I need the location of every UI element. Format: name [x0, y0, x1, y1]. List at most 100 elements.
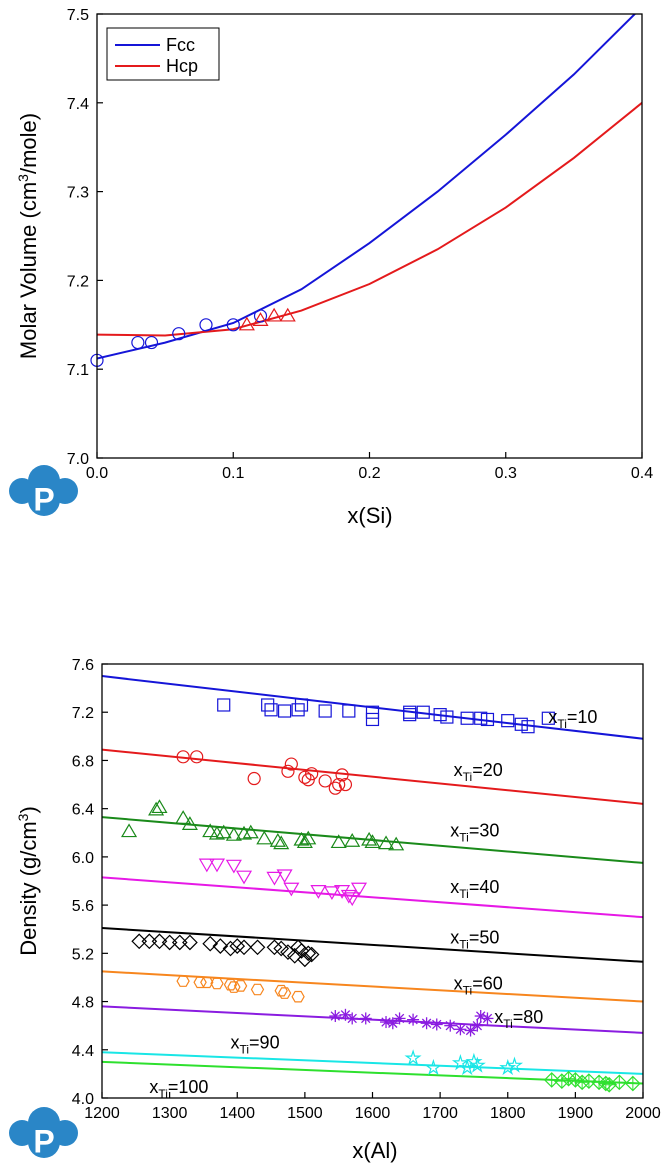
c2-point-ti60	[200, 976, 214, 989]
c1-points	[90, 307, 296, 367]
c2-point-ti100	[591, 1074, 607, 1091]
c2-point-ti40	[350, 882, 368, 897]
c2-point-ti30	[330, 834, 347, 849]
c2-y-tick-label: 6.4	[72, 802, 94, 819]
c2-series-label-ti90: xTi=90	[230, 1033, 279, 1057]
c2-point-ti20	[298, 770, 312, 784]
c2-point-ti40	[283, 882, 300, 897]
c2-fit-line-ti20	[101, 748, 644, 805]
c1-x-tick-label: 0.1	[222, 465, 244, 482]
c1-x-axis-label: x(Si)	[347, 503, 392, 528]
c2-x-tick-label: 1300	[152, 1105, 188, 1122]
c1-curve-hcp	[97, 102, 642, 337]
c2-series-label-ti80: xTi=80	[494, 1007, 543, 1031]
c2-point-ti20	[332, 777, 346, 792]
c2-point-ti10	[460, 711, 474, 725]
c2-series-label-ti10: xTi=10	[548, 707, 597, 731]
c2-point-ti40	[344, 892, 361, 907]
c2-point-ti30	[242, 824, 259, 839]
c2-point-ti60	[291, 990, 305, 1003]
c2-point-ti20	[284, 757, 298, 771]
c2-point-ti50	[202, 935, 219, 952]
c1-point-hcp	[238, 316, 255, 331]
c2-point-ti40	[235, 870, 253, 885]
c2-fit-line-ti40	[101, 876, 644, 919]
c2-point-ti30	[344, 833, 361, 847]
c2-point-ti30	[273, 835, 290, 850]
c2-point-ti30	[364, 834, 381, 849]
c2-point-ti10	[365, 712, 380, 727]
c2-x-ticks: 1200 1300 1400 1500 1600 1700 1800 1900 2000	[84, 1092, 661, 1122]
c2-point-ti100	[574, 1074, 590, 1091]
c2-point-ti40	[225, 859, 242, 874]
c2-y-tick-label: 4.8	[72, 995, 94, 1012]
c2-point-ti10	[217, 698, 231, 712]
c2-point-ti30	[215, 824, 232, 839]
c2-point-ti30	[300, 830, 317, 845]
c2-point-ti10	[514, 717, 528, 731]
c2-point-ti10	[403, 708, 417, 722]
c1-x-tick-label: 0.4	[631, 465, 653, 482]
c2-point-ti40	[323, 886, 340, 901]
c1-x-tick-label: 0.3	[495, 465, 517, 482]
c2-point-ti100	[611, 1074, 628, 1091]
c2-point-ti80	[386, 1017, 399, 1030]
c2-point-ti20	[281, 764, 295, 778]
c2-point-ti50	[297, 951, 313, 968]
c1-point-hcp	[266, 307, 283, 322]
c2-point-ti90	[506, 1056, 524, 1073]
c2-x-tick-label: 1500	[287, 1105, 323, 1122]
c2-point-ti100	[560, 1070, 577, 1087]
c2-point-ti20	[335, 768, 349, 782]
c2-series-labels: xTi=10 xTi=20 xTi=30 xTi=40 xTi=50 xTi=60 xTi=…	[149, 707, 597, 1101]
c1-y-tick-label: 7.5	[67, 7, 89, 24]
c2-point-ti30	[202, 823, 219, 838]
c2-point-ti50	[266, 939, 283, 956]
c2-point-ti50	[280, 944, 296, 960]
c2-point-ti50	[171, 934, 188, 951]
c1-y-tick-label: 7.0	[67, 451, 89, 468]
c2-point-ti40	[334, 885, 351, 899]
c1-point-fcc	[226, 318, 240, 332]
c1-legend: Fcc Hcp	[106, 27, 220, 81]
c2-y-tick-label: 4.0	[72, 1091, 94, 1108]
c2-point-ti80	[464, 1024, 477, 1037]
c2-point-ti50	[222, 940, 239, 957]
c1-y-axis-label: Molar Volume (cm3/mole)	[15, 113, 41, 359]
c2-point-ti80	[359, 1012, 372, 1025]
c2-point-ti30	[293, 831, 310, 846]
c2-point-ti20	[338, 777, 353, 792]
c2-logo-icon: P	[9, 1107, 78, 1159]
c2-y-tick-label: 6.8	[72, 753, 94, 770]
molar-volume-chart: 0.0 0.1 0.2 0.3 0.4 7.0 7.1 7.2 7.3 7.4 7.5 x(Si)…	[9, 7, 653, 528]
c2-point-ti80	[393, 1012, 406, 1025]
c2-point-ti30	[388, 836, 405, 851]
c2-series-label-ti20: xTi=20	[454, 760, 503, 784]
c2-point-ti40	[266, 871, 283, 886]
c2-point-ti50	[141, 933, 158, 950]
c2-point-ti30	[208, 825, 226, 840]
c1-legend-hcp-label: Hcp	[166, 56, 198, 76]
c1-y-tick-label: 7.3	[67, 185, 89, 202]
c2-x-tick-label: 1200	[84, 1105, 120, 1122]
c2-point-ti50	[151, 933, 168, 950]
c2-point-ti30	[377, 835, 395, 850]
c2-point-ti10	[342, 704, 356, 718]
c2-series-label-ti60: xTi=60	[454, 973, 503, 997]
c1-plot-frame	[96, 13, 643, 459]
c2-fit-line-ti90	[101, 1051, 644, 1075]
c2-point-ti80	[420, 1017, 433, 1030]
c2-point-ti20	[318, 774, 332, 788]
c2-point-ti10	[433, 708, 447, 722]
c2-x-tick-label: 1900	[558, 1105, 594, 1122]
c2-y-axis-label: Density (g/cm3)	[15, 806, 41, 956]
c2-point-ti10	[501, 714, 515, 728]
c2-point-ti90	[404, 1049, 422, 1066]
c2-y-tick-label: 7.6	[72, 657, 94, 674]
c2-point-ti30	[175, 810, 192, 824]
c2-point-ti50	[229, 938, 246, 954]
c1-x-ticks: 0.0 0.1 0.2 0.3 0.4	[86, 452, 653, 482]
c2-point-ti60	[233, 980, 248, 992]
c2-point-ti60	[250, 983, 265, 996]
c1-y-tick-label: 7.2	[67, 273, 89, 290]
